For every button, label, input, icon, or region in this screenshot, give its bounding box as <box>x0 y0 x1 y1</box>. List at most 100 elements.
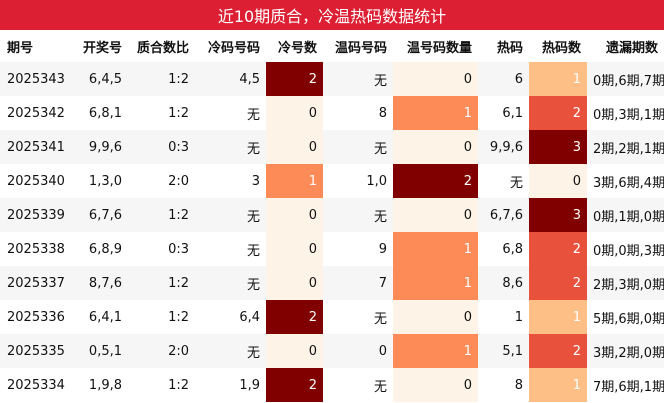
cell-hot-nums: 6,8 <box>478 232 529 266</box>
cell-miss: 2期,3期,0期 <box>587 266 664 300</box>
cell-ratio: 1:2 <box>128 62 195 96</box>
cell-warm-nums: 1,0 <box>323 164 393 198</box>
col-header-miss: 遗漏期数 <box>587 30 664 62</box>
cell-warm-count: 0 <box>393 300 478 334</box>
cell-cold-count: 2 <box>266 300 323 334</box>
table-row: 2025335 0,5,1 2:0 无 0 0 1 5,1 2 3期,2期,0期 <box>0 334 664 368</box>
cell-cold-nums: 无 <box>195 232 266 266</box>
cell-hot-count: 0 <box>529 164 587 198</box>
cell-hot-nums: 9,9,6 <box>478 130 529 164</box>
cell-hot-nums: 6,1 <box>478 96 529 130</box>
cell-cold-nums: 3 <box>195 164 266 198</box>
table-row: 2025337 8,7,6 1:2 无 0 7 1 8,6 2 2期,3期,0期 <box>0 266 664 300</box>
cell-hot-count: 1 <box>529 300 587 334</box>
cell-warm-count: 0 <box>393 62 478 96</box>
cell-warm-count: 0 <box>393 368 478 402</box>
col-header-cold-count: 冷号数 <box>266 30 323 62</box>
cell-ratio: 0:3 <box>128 232 195 266</box>
cell-draw: 1,9,8 <box>68 368 128 402</box>
cell-warm-nums: 无 <box>323 198 393 232</box>
cell-draw: 1,3,0 <box>68 164 128 198</box>
cell-ratio: 0:3 <box>128 130 195 164</box>
table-row: 2025336 6,4,1 1:2 6,4 2 无 0 1 1 5期,6期,0期 <box>0 300 664 334</box>
cell-cold-count: 0 <box>266 130 323 164</box>
cell-cold-count: 2 <box>266 62 323 96</box>
cell-cold-nums: 1,9 <box>195 368 266 402</box>
cell-warm-count: 0 <box>393 130 478 164</box>
table-row: 2025341 9,9,6 0:3 无 0 无 0 9,9,6 3 2期,2期,1期 <box>0 130 664 164</box>
cell-ratio: 1:2 <box>128 198 195 232</box>
header-row: 期号 开奖号 质合数比 冷码号码 冷号数 温码号码 温号码数量 热码 热码数 遗… <box>0 30 664 62</box>
cell-warm-count: 1 <box>393 96 478 130</box>
col-header-cold-nums: 冷码号码 <box>195 30 266 62</box>
cell-draw: 6,8,1 <box>68 96 128 130</box>
cell-cold-count: 0 <box>266 232 323 266</box>
cell-draw: 0,5,1 <box>68 334 128 368</box>
cell-cold-count: 1 <box>266 164 323 198</box>
cell-hot-nums: 1 <box>478 300 529 334</box>
cell-period: 2025343 <box>0 62 68 96</box>
col-header-warm-nums: 温码号码 <box>323 30 393 62</box>
cell-period: 2025337 <box>0 266 68 300</box>
cell-warm-nums: 无 <box>323 130 393 164</box>
cell-miss: 0期,0期,3期 <box>587 232 664 266</box>
cell-period: 2025340 <box>0 164 68 198</box>
cell-hot-count: 3 <box>529 130 587 164</box>
cell-cold-count: 2 <box>266 368 323 402</box>
cell-warm-nums: 无 <box>323 368 393 402</box>
cell-hot-nums: 无 <box>478 164 529 198</box>
cell-draw: 6,4,5 <box>68 62 128 96</box>
cell-cold-count: 0 <box>266 334 323 368</box>
cell-cold-nums: 无 <box>195 96 266 130</box>
cell-cold-count: 0 <box>266 96 323 130</box>
cell-hot-count: 1 <box>529 62 587 96</box>
cell-period: 2025334 <box>0 368 68 402</box>
cell-miss: 3期,6期,4期 <box>587 164 664 198</box>
cell-cold-nums: 4,5 <box>195 62 266 96</box>
cell-miss: 0期,1期,0期 <box>587 198 664 232</box>
table-title: 近10期质合，冷温热码数据统计 <box>0 0 664 30</box>
cell-warm-count: 1 <box>393 266 478 300</box>
cell-draw: 6,7,6 <box>68 198 128 232</box>
cell-cold-nums: 无 <box>195 130 266 164</box>
table-row: 2025338 6,8,9 0:3 无 0 9 1 6,8 2 0期,0期,3期 <box>0 232 664 266</box>
cell-ratio: 1:2 <box>128 300 195 334</box>
cell-miss: 2期,2期,1期 <box>587 130 664 164</box>
cell-hot-count: 2 <box>529 232 587 266</box>
col-header-draw: 开奖号 <box>68 30 128 62</box>
col-header-ratio: 质合数比 <box>128 30 195 62</box>
cell-miss: 5期,6期,0期 <box>587 300 664 334</box>
cell-warm-count: 1 <box>393 232 478 266</box>
cell-cold-nums: 无 <box>195 266 266 300</box>
cell-warm-count: 1 <box>393 334 478 368</box>
cell-hot-nums: 8 <box>478 368 529 402</box>
cell-warm-count: 2 <box>393 164 478 198</box>
cell-period: 2025336 <box>0 300 68 334</box>
cell-ratio: 2:0 <box>128 334 195 368</box>
cell-period: 2025339 <box>0 198 68 232</box>
cell-warm-nums: 无 <box>323 62 393 96</box>
cell-cold-count: 0 <box>266 266 323 300</box>
cell-cold-nums: 无 <box>195 198 266 232</box>
cell-hot-count: 2 <box>529 266 587 300</box>
cell-miss: 0期,3期,1期 <box>587 96 664 130</box>
cell-period: 2025338 <box>0 232 68 266</box>
col-header-hot-count: 热码数 <box>529 30 587 62</box>
cell-hot-nums: 6 <box>478 62 529 96</box>
col-header-period: 期号 <box>0 30 68 62</box>
cell-cold-nums: 6,4 <box>195 300 266 334</box>
cell-hot-nums: 8,6 <box>478 266 529 300</box>
cell-draw: 6,4,1 <box>68 300 128 334</box>
stats-table: 期号 开奖号 质合数比 冷码号码 冷号数 温码号码 温号码数量 热码 热码数 遗… <box>0 30 664 402</box>
cell-period: 2025335 <box>0 334 68 368</box>
cell-hot-count: 2 <box>529 96 587 130</box>
cell-draw: 6,8,9 <box>68 232 128 266</box>
cell-hot-count: 2 <box>529 334 587 368</box>
table-row: 2025340 1,3,0 2:0 3 1 1,0 2 无 0 3期,6期,4期 <box>0 164 664 198</box>
cell-ratio: 1:2 <box>128 368 195 402</box>
cell-miss: 7期,6期,1期 <box>587 368 664 402</box>
cell-warm-nums: 8 <box>323 96 393 130</box>
table-row: 2025339 6,7,6 1:2 无 0 无 0 6,7,6 3 0期,1期,0期 <box>0 198 664 232</box>
cell-miss: 0期,6期,7期 <box>587 62 664 96</box>
cell-ratio: 2:0 <box>128 164 195 198</box>
